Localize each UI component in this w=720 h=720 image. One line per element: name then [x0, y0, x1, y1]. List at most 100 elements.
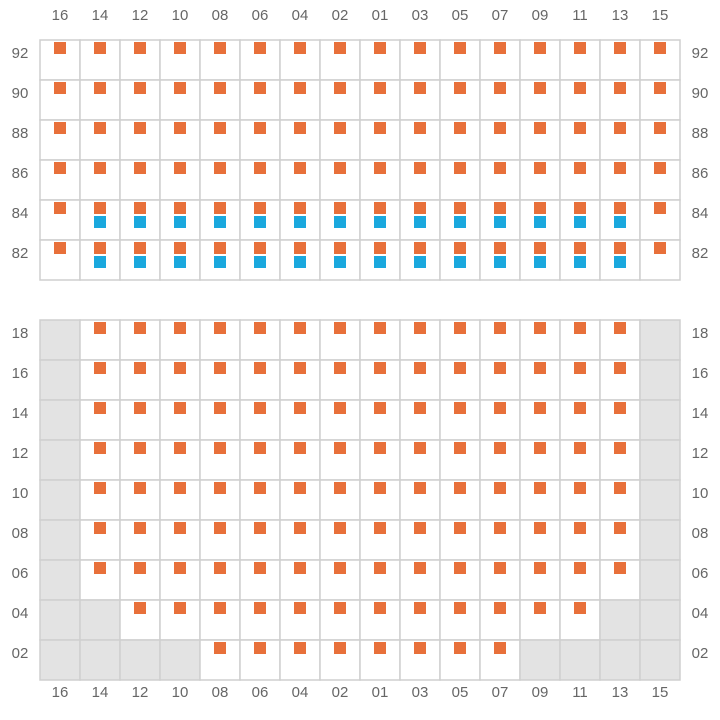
occupied-marker — [494, 202, 506, 214]
occupied-marker — [414, 522, 426, 534]
occupied-marker — [294, 482, 306, 494]
row-label: 08 — [12, 525, 29, 542]
column-label: 15 — [652, 684, 669, 701]
occupied-marker — [374, 122, 386, 134]
column-label: 09 — [532, 684, 549, 701]
occupied-marker — [374, 162, 386, 174]
unavailable-cell — [639, 559, 681, 601]
occupied-marker — [334, 202, 346, 214]
occupied-marker — [254, 402, 266, 414]
occupied-marker — [334, 322, 346, 334]
occupied-marker — [134, 322, 146, 334]
row-label: 16 — [692, 365, 709, 382]
row-label: 86 — [692, 165, 709, 182]
occupied-marker — [574, 402, 586, 414]
occupied-marker — [414, 562, 426, 574]
occupied-marker — [494, 82, 506, 94]
occupied-marker — [494, 402, 506, 414]
cell — [599, 79, 641, 121]
occupied-marker — [614, 402, 626, 414]
occupied-marker — [614, 202, 626, 214]
occupied-marker — [534, 402, 546, 414]
occupied-marker — [174, 442, 186, 454]
occupied-marker — [214, 482, 226, 494]
unavailable-cell — [39, 359, 81, 401]
row-label: 88 — [12, 125, 29, 142]
occupied-marker — [334, 402, 346, 414]
occupied-marker — [414, 602, 426, 614]
column-label: 14 — [92, 7, 109, 24]
selected-marker — [574, 256, 586, 268]
occupied-marker — [574, 242, 586, 254]
occupied-marker — [534, 562, 546, 574]
occupied-marker — [334, 602, 346, 614]
column-label: 04 — [292, 684, 309, 701]
occupied-marker — [174, 82, 186, 94]
selected-marker — [334, 216, 346, 228]
occupied-marker — [454, 122, 466, 134]
occupied-marker — [294, 362, 306, 374]
occupied-marker — [254, 442, 266, 454]
unavailable-cell — [39, 559, 81, 601]
occupied-marker — [654, 122, 666, 134]
occupied-marker — [294, 122, 306, 134]
occupied-marker — [534, 42, 546, 54]
unavailable-cell — [39, 399, 81, 441]
row-label: 84 — [692, 205, 709, 222]
selected-marker — [414, 256, 426, 268]
occupied-marker — [534, 442, 546, 454]
occupied-marker — [654, 242, 666, 254]
row-label: 06 — [12, 565, 29, 582]
occupied-marker — [174, 202, 186, 214]
occupied-marker — [174, 602, 186, 614]
occupied-marker — [214, 402, 226, 414]
occupied-marker — [494, 162, 506, 174]
selected-marker — [494, 256, 506, 268]
occupied-marker — [174, 362, 186, 374]
row-label: 12 — [692, 445, 709, 462]
selected-marker — [174, 256, 186, 268]
occupied-marker — [374, 242, 386, 254]
column-label: 02 — [332, 7, 349, 24]
occupied-marker — [454, 242, 466, 254]
column-label: 01 — [372, 7, 389, 24]
unavailable-cell — [599, 599, 641, 641]
occupied-marker — [494, 442, 506, 454]
column-label: 05 — [452, 684, 469, 701]
unavailable-cell — [639, 639, 681, 681]
occupied-marker — [214, 522, 226, 534]
occupied-marker — [534, 162, 546, 174]
unavailable-cell — [639, 439, 681, 481]
occupied-marker — [174, 42, 186, 54]
occupied-marker — [174, 122, 186, 134]
column-label: 02 — [332, 684, 349, 701]
column-label: 08 — [212, 7, 229, 24]
occupied-marker — [454, 602, 466, 614]
occupied-marker — [174, 482, 186, 494]
occupied-marker — [294, 402, 306, 414]
occupied-marker — [294, 242, 306, 254]
column-label: 09 — [532, 7, 549, 24]
cell — [199, 79, 241, 121]
row-label: 90 — [12, 85, 29, 102]
occupied-marker — [534, 602, 546, 614]
occupied-marker — [214, 442, 226, 454]
column-label: 08 — [212, 684, 229, 701]
occupied-marker — [494, 562, 506, 574]
occupied-marker — [454, 362, 466, 374]
occupied-marker — [94, 402, 106, 414]
row-label: 10 — [12, 485, 29, 502]
occupied-marker — [534, 82, 546, 94]
occupied-marker — [214, 242, 226, 254]
column-label: 07 — [492, 7, 509, 24]
selected-marker — [294, 256, 306, 268]
occupied-marker — [174, 402, 186, 414]
occupied-marker — [134, 602, 146, 614]
occupied-marker — [254, 162, 266, 174]
unavailable-cell — [559, 639, 601, 681]
occupied-marker — [374, 642, 386, 654]
row-label: 82 — [12, 245, 29, 262]
occupied-marker — [414, 362, 426, 374]
occupied-marker — [94, 442, 106, 454]
